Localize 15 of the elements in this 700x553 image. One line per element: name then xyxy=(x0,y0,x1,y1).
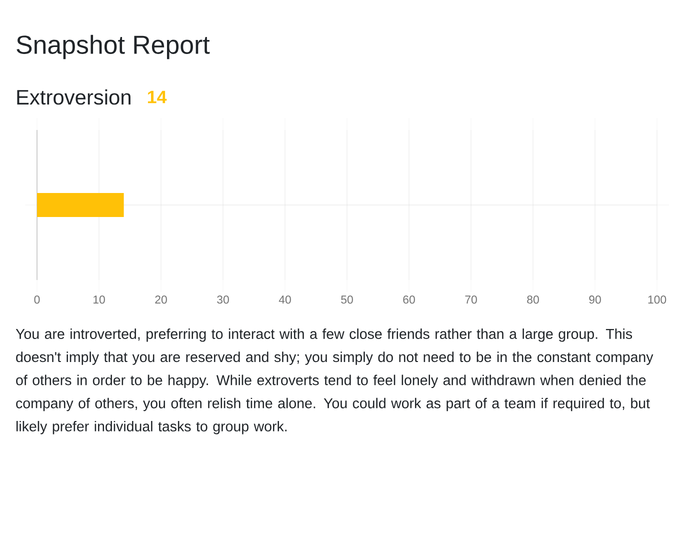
x-tick-label: 10 xyxy=(94,296,105,304)
x-tick-label: 30 xyxy=(217,296,229,304)
x-tick-label: 80 xyxy=(527,296,539,304)
x-tick-label: 50 xyxy=(341,296,353,304)
text: 14 xyxy=(148,90,167,104)
x-tick-label: 100 xyxy=(648,296,666,304)
x-tick-label: 40 xyxy=(278,296,291,304)
x-tick-label: 60 xyxy=(403,296,415,304)
x-tick-label: 70 xyxy=(465,296,477,304)
x-tick-label: 0 xyxy=(34,296,40,304)
chart-title: Snapshot Report xyxy=(16,34,210,60)
text: You are introverted, preferring to interact with a few close friends rather than a large group. This doesn't imply that you are reserved and shy; you simply do not need to be in the constant company of others in order to be happy. While extroverts tend to feel lonely and withdrawn when denied the company of others, you often relish time alone. You could work as part of a team if required to, but likely prefer individual tasks to group work. xyxy=(16,328,654,434)
x-tick-label: 20 xyxy=(155,296,167,304)
x-tick-label: 90 xyxy=(589,296,601,304)
chart-subtitle: Extroversion xyxy=(17,89,130,105)
